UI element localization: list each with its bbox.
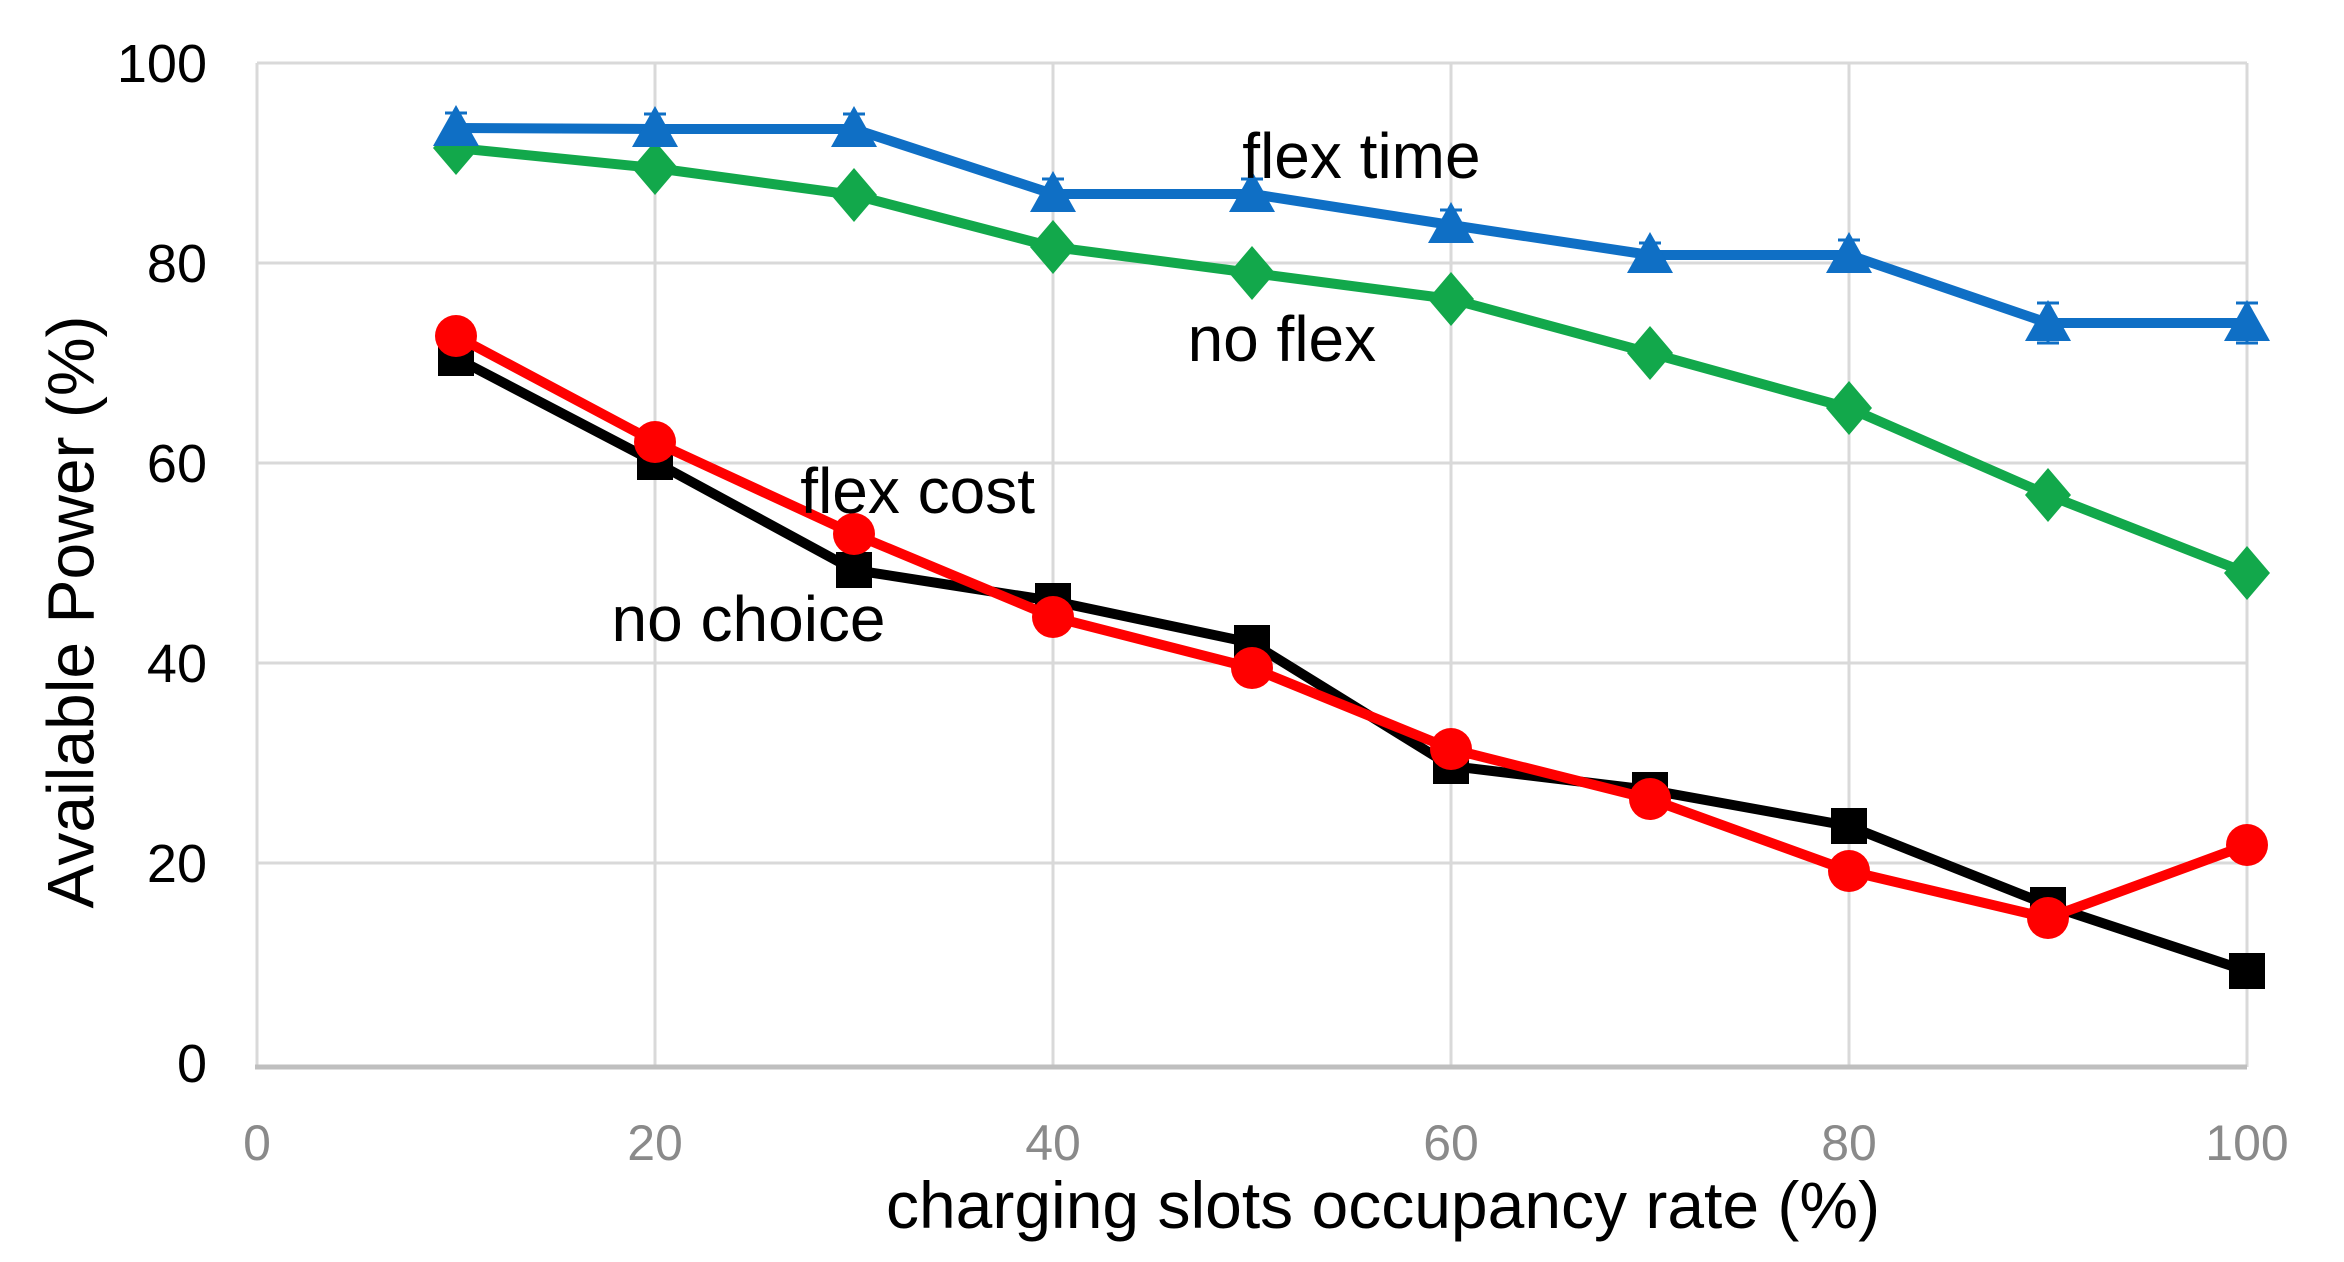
diamond-marker: [1229, 246, 1275, 300]
circle-marker: [1231, 647, 1273, 689]
circle-marker: [1629, 778, 1671, 820]
y-tick-label: 60: [147, 434, 207, 494]
diamond-marker: [1627, 326, 1673, 380]
triangle-marker: [1030, 171, 1076, 212]
y-axis-title: Available Power (%): [33, 315, 107, 908]
series-flex-cost: [435, 315, 2268, 939]
x-tick-label: 20: [627, 1115, 683, 1171]
circle-marker: [1032, 596, 1074, 638]
tick-labels: 0 20 40 60 80 100 0 20 40 60 80 100: [117, 34, 2289, 1171]
square-marker: [1831, 808, 1867, 844]
y-tick-label: 0: [177, 1034, 207, 1094]
series-label-no-choice: no choice: [612, 583, 886, 655]
series-line: [455, 123, 2247, 328]
x-axis-title: charging slots occupancy rate (%): [886, 1168, 1880, 1242]
triangle-marker: [1826, 232, 1872, 273]
diamond-marker: [1826, 381, 1872, 435]
x-tick-label: 60: [1423, 1115, 1479, 1171]
diamond-marker: [2224, 546, 2270, 600]
circle-marker: [1828, 850, 1870, 892]
triangle-marker: [2025, 300, 2071, 341]
series-label-flex-cost: flex cost: [800, 455, 1035, 527]
y-tick-label: 100: [117, 34, 207, 94]
y-tick-label: 20: [147, 834, 207, 894]
square-marker: [836, 552, 872, 588]
diamond-marker: [2025, 468, 2071, 522]
triangle-marker: [433, 105, 479, 146]
triangle-marker: [1627, 232, 1673, 273]
triangle-marker: [632, 106, 678, 147]
circle-marker: [1430, 728, 1472, 770]
diamond-marker: [632, 141, 678, 195]
diamond-marker: [1030, 220, 1076, 274]
x-tick-label: 40: [1025, 1115, 1081, 1171]
circle-marker: [2027, 897, 2069, 939]
diamond-marker: [831, 168, 877, 222]
circle-marker: [435, 315, 477, 357]
data-series: [433, 105, 2270, 989]
circle-marker: [2226, 824, 2268, 866]
x-tick-label: 0: [243, 1115, 271, 1171]
triangle-marker: [2224, 300, 2270, 341]
axis-lines: [255, 63, 2247, 1070]
triangle-marker: [831, 106, 877, 147]
diamond-marker: [1428, 272, 1474, 326]
series-label-no-flex: no flex: [1188, 303, 1377, 375]
square-marker: [2229, 953, 2265, 989]
triangle-marker: [1428, 202, 1474, 243]
circle-marker: [833, 513, 875, 555]
triangle-marker: [1229, 171, 1275, 212]
x-tick-label: 80: [1821, 1115, 1877, 1171]
series-line: [455, 143, 2249, 578]
circle-marker: [634, 421, 676, 463]
x-tick-label: 100: [2205, 1115, 2288, 1171]
series-flex-time: [433, 105, 2270, 345]
y-tick-label: 80: [147, 234, 207, 294]
y-tick-label: 40: [147, 634, 207, 694]
series-line: [453, 331, 2249, 923]
gridlines: [257, 61, 2249, 1067]
series-annotations: flex time no flex flex cost no choice: [612, 120, 1481, 655]
series-label-flex-time: flex time: [1242, 120, 1480, 192]
